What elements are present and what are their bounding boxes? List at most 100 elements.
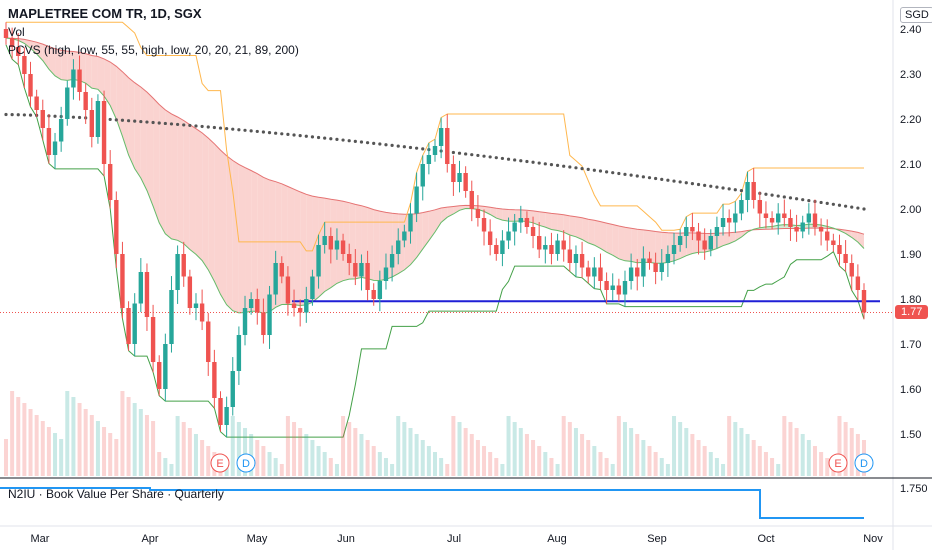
channel-fill-segment	[287, 186, 295, 305]
volume-bar	[138, 409, 143, 476]
candle-body	[671, 245, 677, 254]
channel-fill-segment	[618, 226, 625, 261]
book-value-pane-label[interactable]: N2IU · Book Value Per Share · Quarterly	[8, 487, 224, 501]
candle-body	[193, 303, 199, 308]
candle-body	[138, 272, 144, 304]
volume-bar	[463, 428, 468, 476]
ma-200-point	[494, 156, 498, 160]
symbol-title[interactable]: MAPLETREE COM TR, 1D, SGX	[8, 6, 202, 21]
x-tick-label: Aug	[547, 533, 567, 545]
candle-body	[126, 308, 131, 344]
volume-bar	[10, 391, 15, 476]
volume-bar	[169, 464, 174, 476]
ma-200-point	[654, 176, 658, 181]
volume-bar	[537, 446, 542, 476]
y-tick-label: 1.90	[900, 249, 921, 261]
ma-200-point	[506, 157, 511, 161]
currency-badge[interactable]: SGD	[900, 7, 932, 23]
channel-fill-segment	[643, 229, 650, 263]
volume-bar	[200, 440, 205, 476]
candle-body	[549, 245, 554, 254]
ma-200-point	[537, 161, 541, 165]
candle-body	[837, 245, 842, 254]
candle-body	[849, 263, 854, 277]
y-tick-label: 2.20	[900, 114, 921, 126]
candle-body	[89, 110, 94, 137]
volume-bar	[702, 446, 707, 476]
candle-body	[163, 344, 168, 389]
volume-bar	[163, 458, 168, 476]
volume-bar	[144, 415, 149, 476]
volume-bar	[610, 464, 615, 476]
volume-indicator-label[interactable]: Vol	[8, 25, 25, 39]
channel-fill-segment	[637, 229, 644, 263]
channel-fill-segment	[220, 150, 227, 305]
ma-200-point	[788, 196, 793, 200]
candle-body	[144, 272, 150, 317]
ma-200-point	[568, 165, 572, 169]
channel-fill-segment	[251, 170, 258, 312]
ma-200-point	[194, 124, 198, 128]
ma-200-point	[696, 182, 701, 187]
ma-200-point	[126, 119, 131, 123]
channel-fill-segment	[300, 191, 307, 306]
ma-200-point	[353, 139, 357, 143]
volume-bar	[279, 464, 284, 476]
channel-fill-segment	[588, 219, 595, 246]
candle-body	[592, 267, 597, 277]
channel-fill-segment	[428, 209, 435, 241]
candle-body	[402, 231, 407, 241]
candle-body	[169, 290, 174, 344]
candle-body	[206, 321, 211, 362]
volume-bar	[512, 422, 517, 476]
candle-body	[383, 267, 389, 281]
candle-body	[340, 240, 346, 254]
channel-fill-segment	[686, 232, 693, 256]
volume-bar	[261, 446, 266, 476]
candle-body	[702, 240, 707, 250]
channel-fill-segment	[24, 39, 31, 49]
candle-body	[65, 87, 70, 119]
channel-fill-segment	[539, 211, 546, 228]
candle-body	[101, 101, 107, 164]
pcvs-indicator-label[interactable]: PCVS (high, low, 55, 55, high, low, 20, …	[8, 43, 299, 57]
candle-body	[285, 276, 291, 304]
ma-200-point	[580, 167, 584, 171]
channel-fill-segment	[361, 205, 368, 279]
volume-bar	[267, 452, 272, 476]
ma-200-point	[267, 131, 272, 135]
x-tick-label: Mar	[31, 533, 50, 545]
ma-200-point	[323, 136, 327, 140]
candle-body	[107, 164, 113, 200]
channel-fill-segment	[202, 132, 209, 270]
ma-200-point	[139, 119, 143, 124]
candle-body	[714, 227, 720, 236]
volume-bar	[592, 446, 597, 476]
ma-200-point	[390, 143, 394, 147]
channel-fill-segment	[245, 167, 252, 313]
channel-fill-segment	[435, 208, 442, 232]
volume-bar	[439, 458, 444, 476]
candle-body	[83, 92, 88, 110]
volume-bar	[567, 422, 572, 476]
ma-200-point	[782, 195, 786, 199]
volume-bar	[794, 428, 799, 476]
channel-fill-segment	[735, 231, 742, 241]
candle-body	[273, 263, 278, 295]
volume-bar	[819, 452, 824, 476]
candle-body	[291, 303, 297, 308]
volume-bar	[377, 452, 382, 476]
channel-fill-segment	[557, 214, 564, 233]
candle-body	[610, 285, 615, 290]
ma-200-point	[261, 130, 265, 134]
candle-body	[132, 303, 137, 344]
channel-fill-segment	[563, 214, 570, 236]
volume-bar	[273, 458, 278, 476]
channel-fill-segment	[183, 120, 190, 250]
volume-bar	[573, 428, 578, 476]
channel-fill-segment	[441, 207, 448, 223]
candle-body	[782, 213, 787, 218]
volume-bar	[733, 422, 738, 476]
ma-200-point	[255, 129, 259, 134]
